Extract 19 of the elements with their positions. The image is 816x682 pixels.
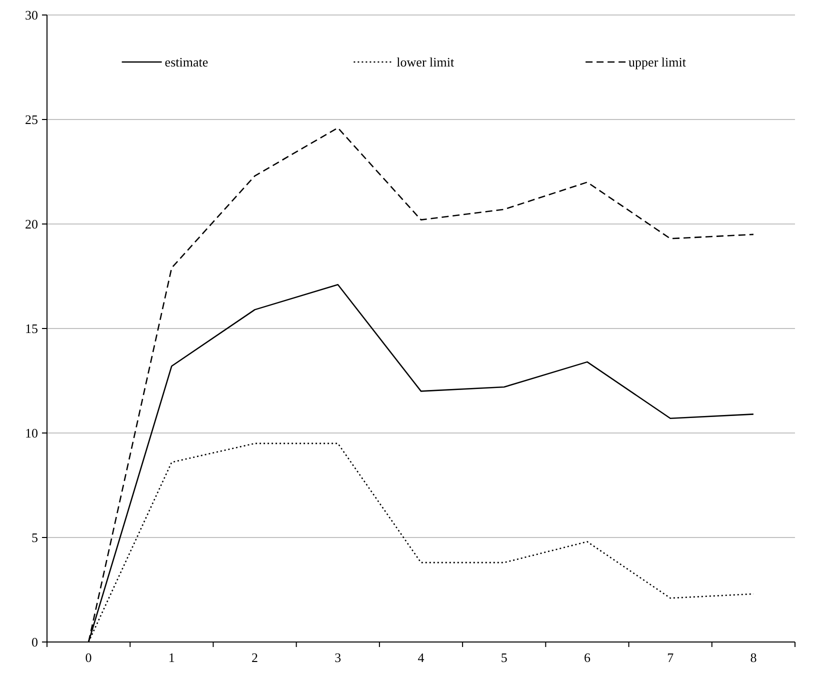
x-tick-label: 2 xyxy=(252,650,258,665)
x-tick-label: 0 xyxy=(85,650,92,665)
y-tick-label: 10 xyxy=(25,426,38,441)
x-tick-label: 7 xyxy=(667,650,674,665)
x-tick-label: 5 xyxy=(500,650,508,665)
legend-label: lower limit xyxy=(396,54,454,70)
x-tick-label: 6 xyxy=(584,650,591,665)
legend-label: estimate xyxy=(164,54,208,70)
x-tick-label: 1 xyxy=(168,650,175,665)
y-tick-label: 0 xyxy=(32,634,38,650)
x-tick-label: 3 xyxy=(334,650,342,665)
x-tick-label: 4 xyxy=(418,650,425,665)
y-tick-label: 30 xyxy=(25,8,38,23)
y-tick-label: 15 xyxy=(25,321,38,336)
x-tick-label: 8 xyxy=(750,650,757,665)
legend-label: upper limit xyxy=(628,54,686,70)
y-tick-label: 5 xyxy=(32,530,38,546)
y-tick-label: 25 xyxy=(25,112,38,128)
y-tick-label: 20 xyxy=(25,216,38,232)
